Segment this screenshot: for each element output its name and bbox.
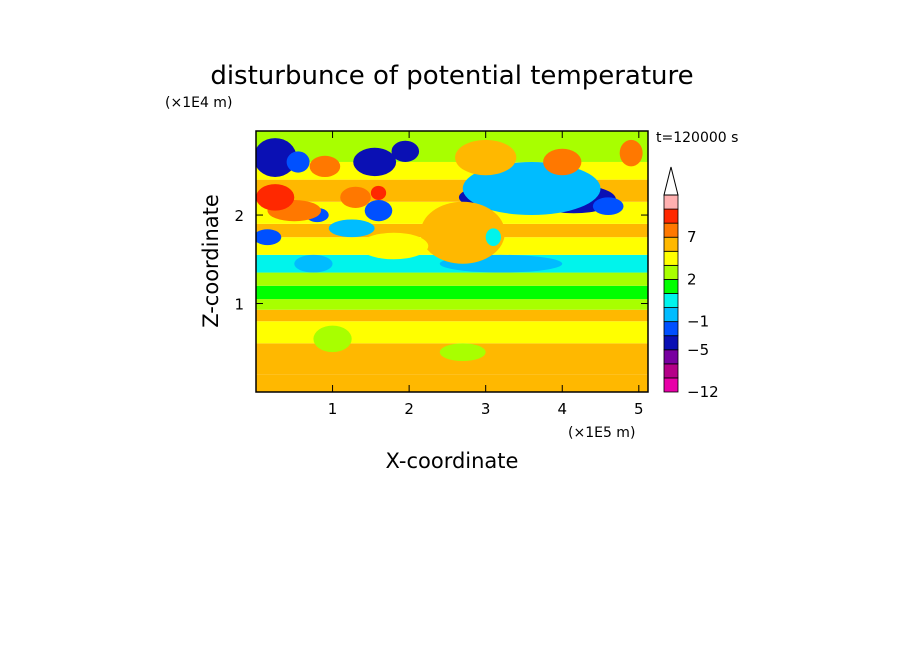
colorbar-swatch	[663, 321, 679, 337]
contour-feature	[370, 185, 387, 201]
colorbar-swatch	[663, 208, 679, 224]
contour-feature	[309, 155, 341, 178]
x-tick-label: 3	[481, 400, 491, 418]
contour-feature	[543, 148, 582, 176]
contour-feature	[256, 229, 282, 246]
contour-feature	[364, 200, 393, 222]
contour-feature	[340, 186, 371, 208]
contour-band	[256, 299, 648, 310]
colorbar-swatch	[663, 222, 679, 238]
colorbar-swatch	[663, 194, 679, 210]
plot-frame	[255, 130, 649, 393]
colorbar-swatch	[663, 293, 679, 308]
contour-band	[256, 374, 648, 392]
x-tick-label: 1	[328, 400, 338, 418]
colorbar-swatch	[663, 335, 679, 351]
colorbar-label: −5	[687, 341, 709, 359]
contour-feature	[256, 138, 297, 178]
colorbar-swatch	[663, 250, 679, 266]
contour-band	[256, 321, 648, 344]
y-tick-label: 2	[234, 207, 244, 225]
x-axis-ticks: 1 2 3 4 5	[328, 131, 644, 418]
colorbar-swatch	[663, 236, 679, 252]
contour-feature	[353, 147, 397, 177]
colorbar-swatch	[663, 349, 679, 365]
contour-feature	[462, 161, 601, 216]
x-tick-label: 4	[557, 400, 567, 418]
y-tick-label: 1	[234, 296, 244, 314]
contour-field	[256, 131, 648, 392]
contour-feature	[420, 201, 505, 264]
x-tick-label: 2	[404, 400, 414, 418]
contour-feature	[485, 228, 501, 247]
contour-feature	[439, 343, 486, 362]
contour-feature	[256, 184, 295, 211]
y-scale-label: (×1E4 m)	[165, 95, 232, 111]
colorbar-label: 7	[687, 228, 697, 246]
contour-feature	[286, 151, 310, 173]
colorbar-swatch	[663, 307, 679, 323]
contour-feature	[391, 140, 420, 162]
contour-feature	[328, 219, 375, 238]
x-axis-label: X-coordinate	[386, 449, 519, 473]
colorbar-extend-arrow	[663, 166, 679, 196]
y-axis-ticks: 12	[234, 207, 648, 314]
colorbar-swatch	[663, 363, 679, 379]
time-label: t=120000 s	[656, 130, 738, 146]
colorbar-label: 2	[687, 270, 697, 288]
colorbar: 7 2 −1 −5 −12	[663, 166, 719, 401]
contour-band	[256, 309, 648, 322]
contour-band	[256, 272, 648, 286]
contour-feature	[619, 139, 643, 167]
contour-band	[256, 285, 648, 300]
colorbar-label: −1	[687, 313, 709, 331]
colorbar-swatch	[663, 264, 679, 280]
contour-feature	[313, 325, 352, 353]
x-scale-label: (×1E5 m)	[568, 425, 635, 441]
contour-feature	[294, 254, 333, 273]
contour-feature	[455, 139, 517, 176]
contour-feature	[592, 197, 624, 216]
chart-title: disturbunce of potential temperature	[210, 61, 693, 91]
contour-band	[256, 131, 648, 162]
x-tick-label: 5	[634, 400, 644, 418]
colorbar-swatch	[663, 377, 679, 393]
colorbar-label: −12	[687, 383, 719, 401]
colorbar-swatch	[663, 279, 679, 294]
y-axis-label: Z-coordinate	[199, 194, 223, 328]
contour-feature	[359, 232, 429, 260]
